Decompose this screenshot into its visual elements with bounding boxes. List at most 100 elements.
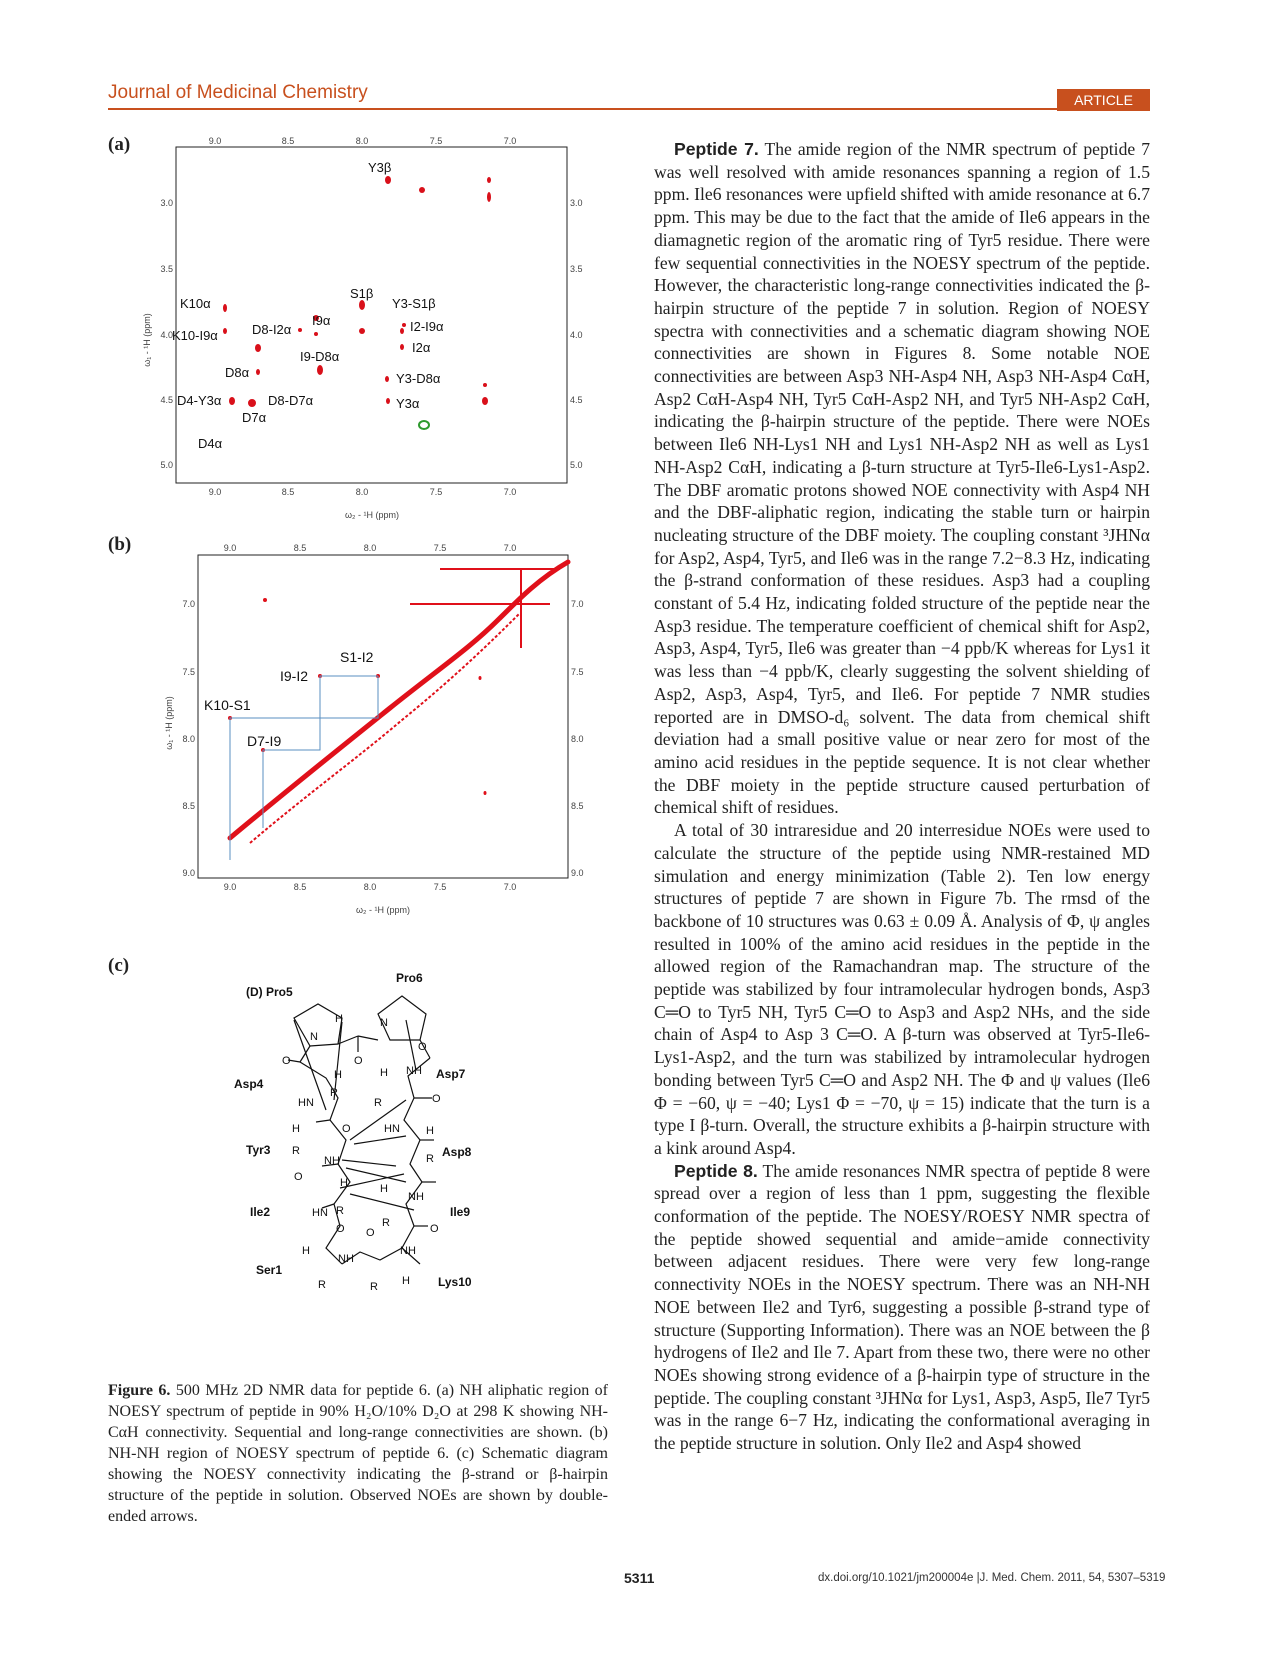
noe-arrow — [349, 1099, 407, 1141]
y-tick: 7.5 — [571, 667, 584, 677]
residue-label: Asp7 — [436, 1067, 466, 1081]
svg-text:R: R — [336, 1205, 344, 1217]
peak — [483, 383, 487, 387]
svg-text:NH: NH — [408, 1191, 424, 1203]
connectivity-line-d7-i9 — [262, 728, 321, 828]
article-badge: ARTICLE — [1057, 89, 1150, 111]
figure-caption: Figure 6. 500 MHz 2D NMR data for peptid… — [108, 1380, 608, 1527]
peak-d4-y3a — [229, 397, 235, 405]
peak-label: I9α — [312, 313, 331, 328]
svg-text:H: H — [335, 1013, 343, 1025]
y-tick: 8.0 — [182, 734, 195, 744]
peak-label: I9-I2 — [280, 668, 308, 684]
y-tick: 9.0 — [571, 868, 584, 878]
x-axis-label: ω₂ - ¹H (ppm) — [345, 510, 399, 520]
peak-label: D8α — [225, 365, 250, 380]
peak-label: I2α — [412, 340, 431, 355]
peak-d8-i2a — [298, 328, 302, 332]
y-tick: 4.5 — [160, 395, 173, 405]
svg-text:HN: HN — [384, 1123, 400, 1135]
panel-label-c: (c) — [108, 955, 130, 976]
residue-label: Ile9 — [450, 1205, 470, 1219]
y-tick: 7.0 — [571, 599, 584, 609]
x-tick: 9.0 — [209, 136, 222, 146]
svg-text:H: H — [334, 1069, 342, 1081]
peak-label: K10-S1 — [204, 697, 251, 713]
y-tick: 9.0 — [182, 868, 195, 878]
diagonal-ridge-side — [249, 612, 521, 844]
x-tick: 8.0 — [356, 136, 369, 146]
peak-d8a-2 — [255, 344, 261, 352]
svg-text:R: R — [426, 1153, 434, 1165]
svg-text:R: R — [292, 1145, 300, 1157]
y-tick: 4.5 — [570, 395, 583, 405]
x-tick: 7.5 — [434, 882, 447, 892]
peak-label: I9-D8α — [300, 349, 340, 364]
svg-text:R: R — [318, 1279, 326, 1291]
y-tick: 4.0 — [570, 330, 583, 340]
residue-label: Ile2 — [250, 1205, 270, 1219]
peak — [483, 791, 487, 795]
noe-arrow — [293, 1019, 327, 1111]
peak-label: D8-D7α — [268, 393, 314, 408]
peak-streak — [410, 603, 550, 605]
connectivity-line-k10-s1 — [229, 676, 379, 860]
x-tick: 7.5 — [434, 543, 447, 553]
peak-label: I2-I9α — [410, 319, 444, 334]
residue-label: Tyr3 — [246, 1143, 271, 1157]
peak-label: Y3β — [368, 160, 391, 175]
x-tick: 7.0 — [504, 136, 517, 146]
peak — [482, 397, 488, 405]
x-tick: 8.5 — [282, 136, 295, 146]
paragraph-heading: Peptide 7. — [674, 139, 759, 159]
peak-streak — [520, 568, 522, 648]
svg-text:O: O — [430, 1223, 439, 1235]
peak — [487, 177, 491, 183]
y-tick: 4.0 — [160, 330, 173, 340]
noesy-spectrum-a: 9.0 8.5 8.0 7.5 7.0 9.0 8.5 8.0 7.5 7.0 … — [142, 136, 583, 520]
y-tick: 3.5 — [570, 264, 583, 274]
caption-text: 500 MHz 2D NMR data for peptide 6. (a) N… — [108, 1382, 609, 1525]
svg-text:NH: NH — [400, 1245, 416, 1257]
x-tick: 8.5 — [282, 487, 295, 497]
residue-label: Ser1 — [256, 1263, 282, 1277]
svg-text:O: O — [282, 1055, 291, 1067]
peak-label: D4α — [198, 436, 223, 451]
x-tick: 7.0 — [504, 543, 517, 553]
svg-text:H: H — [426, 1125, 434, 1137]
header-rule — [108, 108, 1150, 110]
peak-label: Y3α — [396, 396, 420, 411]
svg-text:NH: NH — [338, 1253, 354, 1265]
y-tick: 7.0 — [182, 599, 195, 609]
svg-text:O: O — [366, 1227, 375, 1239]
x-tick: 7.5 — [430, 136, 443, 146]
x-tick: 8.5 — [294, 543, 307, 553]
peak-label: D8-I2α — [252, 322, 292, 337]
panel-label-b: (b) — [108, 534, 132, 555]
y-tick: 3.0 — [570, 198, 583, 208]
peak — [419, 187, 425, 193]
peak — [313, 315, 319, 321]
residue-label: Asp8 — [442, 1145, 472, 1159]
residue-label: Asp4 — [234, 1077, 264, 1091]
noe-arrow — [345, 1167, 407, 1183]
svg-text:H: H — [402, 1275, 410, 1287]
peak-label: D7α — [242, 410, 267, 425]
pro6-ring — [377, 995, 427, 1041]
peak-label: K10α — [180, 296, 211, 311]
svg-text:NH: NH — [406, 1065, 422, 1077]
x-tick: 7.5 — [430, 487, 443, 497]
peak-d8a — [256, 369, 260, 375]
x-tick: 8.0 — [364, 543, 377, 553]
svg-text:HN: HN — [298, 1097, 314, 1109]
residue-label: Lys10 — [438, 1275, 472, 1289]
svg-text:O: O — [294, 1171, 303, 1183]
peak — [402, 323, 406, 327]
peak-label: S1β — [350, 286, 373, 301]
x-tick: 8.0 — [364, 882, 377, 892]
svg-text:R: R — [382, 1217, 390, 1229]
y-axis-label: ω₁ - ¹H (ppm) — [164, 696, 174, 750]
svg-text:H: H — [302, 1245, 310, 1257]
peak-k10-i9a — [223, 328, 227, 334]
